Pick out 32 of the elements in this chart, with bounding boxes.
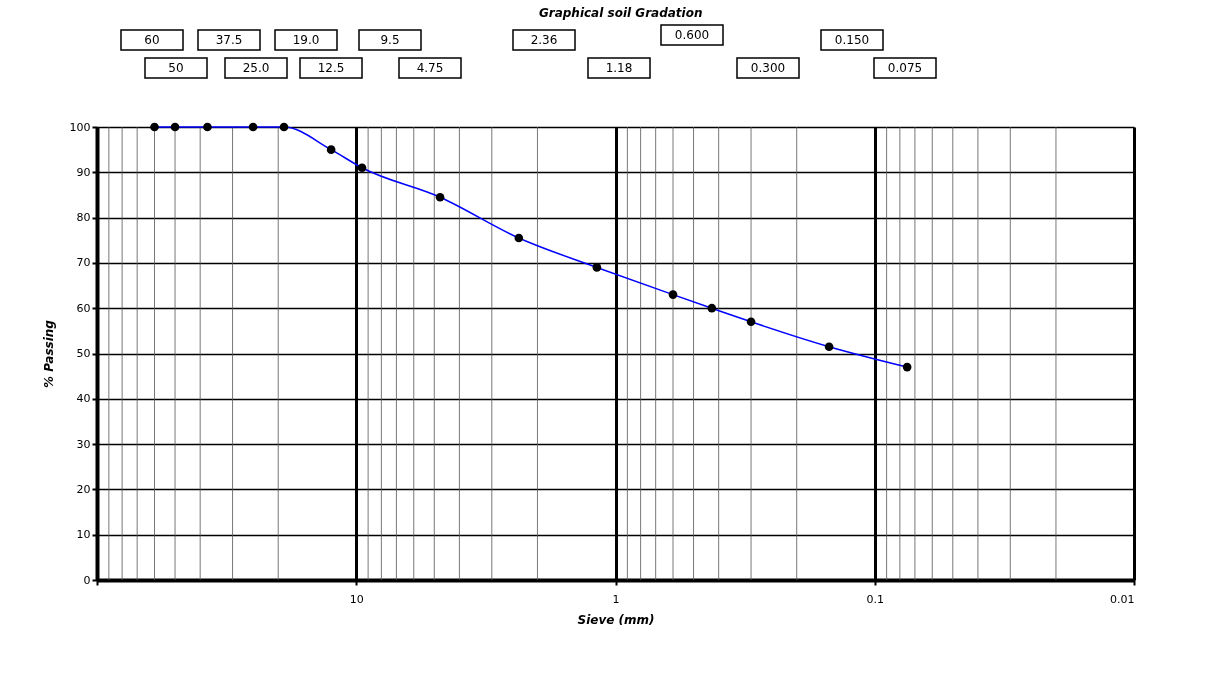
text: 19.0 (292, 33, 320, 47)
text: 1.18 (605, 61, 633, 75)
y-tick-label: 30 (76, 437, 91, 451)
text: 2.36 (530, 33, 558, 47)
y-tick-label: 80 (76, 211, 91, 225)
y-tick-label: 50 (76, 347, 91, 360)
text: 0.150 (834, 33, 870, 47)
text: 0.300 (750, 61, 786, 75)
y-tick-label: 40 (76, 392, 91, 406)
y-tick-label: 60 (76, 301, 91, 315)
text: 12.5 (317, 61, 345, 75)
y-tick-label: 100 (69, 120, 91, 134)
y-tick-label: 0 (83, 573, 91, 587)
chart-title: Graphical soil Gradation (538, 6, 703, 20)
text: 50 (168, 61, 184, 75)
text: 0.075 (887, 61, 923, 75)
text: 0.600 (674, 28, 710, 42)
text: 9.5 (380, 33, 400, 47)
y-axis-title: % Passing (41, 319, 56, 388)
y-tick-label: 70 (76, 256, 91, 270)
text: 60 (144, 33, 160, 47)
text: 4.75 (416, 61, 444, 75)
y-tick-label: 20 (76, 482, 91, 496)
y-tick-label: 10 (76, 528, 91, 542)
x-axis-title: Sieve (mm) (577, 612, 655, 627)
x-tick-label: 10 (349, 592, 364, 606)
x-tick-label: 0.1 (866, 592, 884, 606)
x-tick-label: 1 (612, 592, 620, 606)
y-tick-label: 90 (76, 165, 91, 179)
x-tick-label: 0.01 (1110, 592, 1135, 606)
text: 37.5 (215, 33, 243, 47)
text: 25.0 (242, 61, 270, 75)
